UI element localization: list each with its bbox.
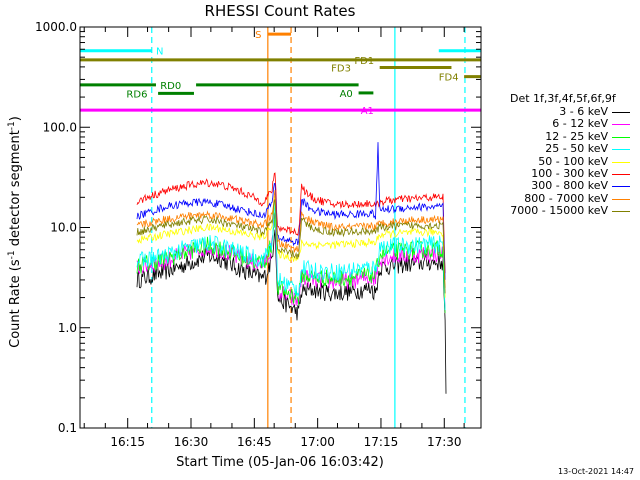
y-tick-label: 100.0 <box>43 120 77 134</box>
series-line <box>136 199 446 311</box>
flag-label: FD1 <box>354 56 374 67</box>
flag-label: A1 <box>361 106 374 117</box>
legend-label: 100 - 300 keV <box>531 166 608 180</box>
series-layer <box>136 142 447 394</box>
series-line <box>136 196 446 298</box>
x-tick-label: 16:30 <box>174 435 209 449</box>
legend-label: 50 - 100 keV <box>538 154 608 168</box>
y-tick-label: 10.0 <box>50 221 77 235</box>
legend-title: Det 1f,3f,4f,5f,6f,9f <box>510 92 616 105</box>
y-axis-label-part: Count Rate (s <box>8 259 23 348</box>
legend-swatch <box>612 186 630 188</box>
series-line <box>136 212 446 314</box>
series-line <box>136 199 446 294</box>
legend-swatch <box>612 124 630 126</box>
series-line <box>136 142 446 280</box>
legend-item: 100 - 300 keV <box>480 166 640 180</box>
legend-swatch <box>612 149 630 151</box>
legend-item: 800 - 7000 keV <box>480 191 640 205</box>
legend-swatch <box>612 161 630 163</box>
x-tick-label: 17:15 <box>364 435 399 449</box>
legend-label: 300 - 800 keV <box>531 179 608 193</box>
legend-label: 3 - 6 keV <box>559 105 608 118</box>
flag-label: A0 <box>340 89 353 100</box>
legend-swatch <box>612 112 630 113</box>
legend-label: 7000 - 15000 keV <box>510 204 608 218</box>
legend-item: 7000 - 15000 keV <box>480 204 640 218</box>
legend-rows: 3 - 6 keV 6 - 12 keV 12 - 25 keV 25 - 50 ke… <box>480 105 640 218</box>
y-tick-label: 1000.0 <box>35 20 77 34</box>
legend-item: 50 - 100 keV <box>480 154 640 168</box>
flag-label: RD6 <box>126 89 147 100</box>
series-line <box>136 213 446 314</box>
series-line <box>136 189 446 288</box>
flag-label: FD3 <box>331 63 351 74</box>
flag-label: FD4 <box>439 73 459 84</box>
axes-layer: 0.1 1.0 10.0 100.0 1000.0 16:15 16:30 16:45 17:0… <box>35 20 481 449</box>
flag-label: RD0 <box>160 81 181 92</box>
y-axis-label-part: detector segment <box>8 130 23 250</box>
y-axis-label: Count Rate (s-1 detector segment-1) <box>7 116 23 348</box>
series-line <box>136 229 447 394</box>
legend-swatch <box>612 173 630 175</box>
legend-label: 800 - 7000 keV <box>524 191 608 205</box>
flag-label: S <box>255 30 261 41</box>
flag-label: N <box>156 47 163 58</box>
y-axis-label-part: ) <box>8 116 23 121</box>
x-tick-label: 17:30 <box>427 435 462 449</box>
y-axis-label-sup: -1 <box>7 250 17 259</box>
legend-label: 6 - 12 keV <box>552 117 608 131</box>
x-tick-label: 16:45 <box>237 435 272 449</box>
legend-swatch <box>612 198 630 200</box>
legend-item: 6 - 12 keV <box>480 117 640 131</box>
y-tick-label: 1.0 <box>58 321 77 335</box>
vertical-markers <box>151 27 466 428</box>
legend-swatch <box>612 136 630 138</box>
legend-item: 25 - 50 keV <box>480 142 640 156</box>
y-axis-label-sup: -1 <box>7 121 17 130</box>
series-line <box>136 172 446 274</box>
legend-swatch <box>612 211 630 213</box>
x-tick-label: 16:15 <box>110 435 145 449</box>
legend-label: 25 - 50 keV <box>545 142 608 156</box>
legend-item: 12 - 25 keV <box>480 129 640 143</box>
legend: Det 1f,3f,4f,5f,6f,9f 3 - 6 keV 6 - 12 ke… <box>480 92 640 218</box>
x-tick-label: 17:00 <box>300 435 335 449</box>
chart-title: RHESSI Count Rates <box>205 2 356 20</box>
timestamp-stamp: 13-Oct-2021 14:47 <box>558 467 634 476</box>
legend-label: 12 - 25 keV <box>545 129 608 143</box>
y-tick-label: 0.1 <box>58 421 77 435</box>
legend-item: 300 - 800 keV <box>480 179 640 193</box>
legend-item: 3 - 6 keV <box>480 105 640 118</box>
x-axis-label: Start Time (05-Jan-06 16:03:42) <box>176 455 384 470</box>
